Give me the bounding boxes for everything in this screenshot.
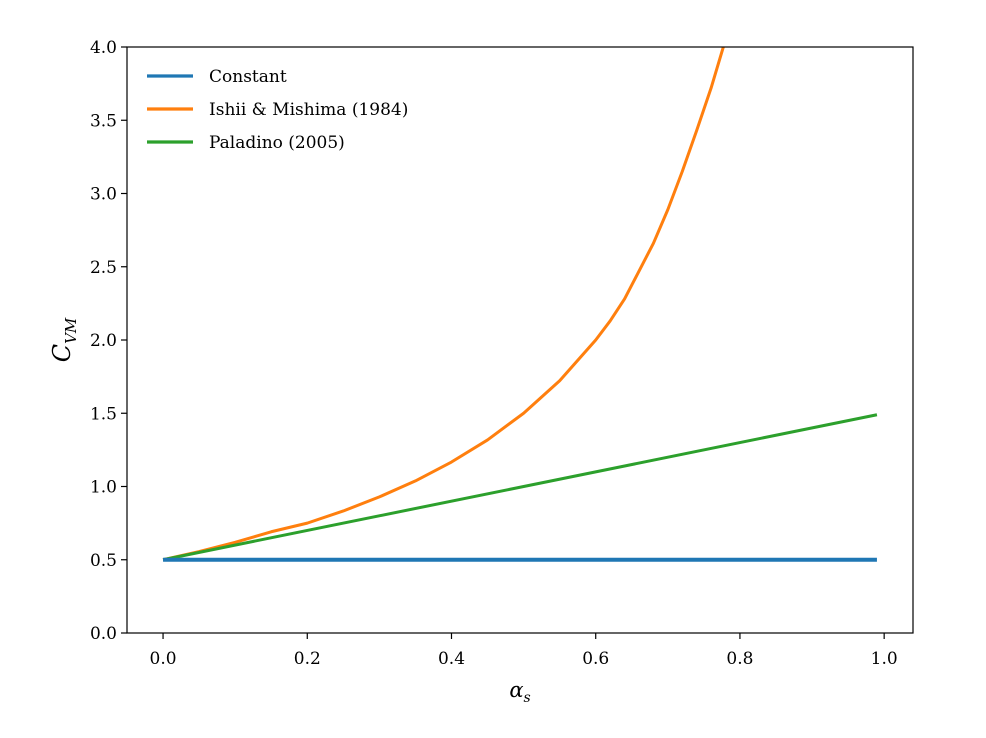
y-tick-label: 1.5 <box>90 404 117 424</box>
series-line-paladino-2005 <box>162 413 878 562</box>
x-tick-label: 0.4 <box>438 649 465 669</box>
x-axis-label: αs <box>509 678 530 706</box>
y-tick-label: 3.5 <box>90 111 117 131</box>
legend-label: Ishii & Mishima (1984) <box>209 100 408 120</box>
y-axis-label: CVM <box>48 317 80 362</box>
y-axis-label-main: C <box>48 344 76 362</box>
x-tick-label: 0.2 <box>294 649 321 669</box>
y-axis-label-group: CVM <box>48 317 80 362</box>
y-tick-label: 0.0 <box>90 624 117 644</box>
legend: Constant Ishii & Mishima (1984) Paladino (… <box>147 67 408 153</box>
series-line-ishii-mishima-1984 <box>162 47 725 562</box>
x-axis-label-main: α <box>509 678 523 702</box>
y-tick-label: 1.0 <box>90 478 117 498</box>
y-tick-label: 3.0 <box>90 185 117 205</box>
x-tick-label: 1.0 <box>871 649 898 669</box>
series-lines <box>162 47 878 562</box>
y-tick-label: 2.5 <box>90 258 117 278</box>
y-axis-label-sub: VM <box>62 317 80 344</box>
x-tick-label: 0.6 <box>582 649 609 669</box>
plot-frame <box>126 46 914 634</box>
y-tick-label: 2.0 <box>90 331 117 351</box>
x-tick-label: 0.0 <box>150 649 177 669</box>
x-axis-label-sub: s <box>524 690 531 706</box>
y-tick-label: 4.0 <box>90 38 117 58</box>
y-axis-ticks: 0.0 0.5 1.0 1.5 2.0 2.5 3.0 3.5 4.0 <box>90 38 127 644</box>
y-tick-label: 0.5 <box>90 551 117 571</box>
x-tick-label: 0.8 <box>726 649 753 669</box>
legend-label: Constant <box>209 67 287 87</box>
legend-label: Paladino (2005) <box>209 133 345 153</box>
x-axis-ticks: 0.0 0.2 0.4 0.6 0.8 1.0 <box>150 633 898 669</box>
